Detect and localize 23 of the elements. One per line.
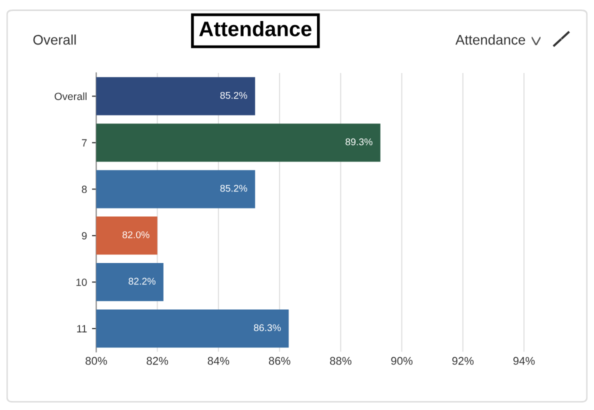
- data-label: 82.2%: [128, 278, 156, 285]
- x-tick-label: 88%: [330, 356, 352, 365]
- text: Attendance: [455, 34, 526, 45]
- y-tick-label: 8: [82, 186, 87, 194]
- x-tick-label: 86%: [268, 356, 290, 365]
- y-tick-label: 10: [76, 278, 87, 286]
- y-tick-label: 9: [82, 232, 87, 240]
- data-label: 82.0%: [122, 231, 150, 238]
- x-tick-label: 82%: [146, 356, 168, 365]
- chart-title: Attendance: [199, 21, 312, 36]
- data-label: 85.2%: [220, 184, 248, 192]
- data-label: 85.2%: [220, 92, 248, 99]
- y-tick-label: 11: [77, 325, 87, 332]
- y-tick-label: 7: [82, 139, 87, 146]
- data-label: 86.3%: [254, 324, 281, 332]
- y-tick-label: Overall: [54, 92, 87, 100]
- x-tick-label: 92%: [452, 356, 474, 365]
- x-tick-label: 94%: [513, 356, 535, 365]
- x-tick-label: 80%: [86, 356, 107, 365]
- x-tick-label: 90%: [391, 356, 412, 365]
- data-label: 89.3%: [346, 138, 372, 146]
- chart-subtitle: Overall: [33, 34, 76, 45]
- x-tick-label: 84%: [208, 356, 230, 365]
